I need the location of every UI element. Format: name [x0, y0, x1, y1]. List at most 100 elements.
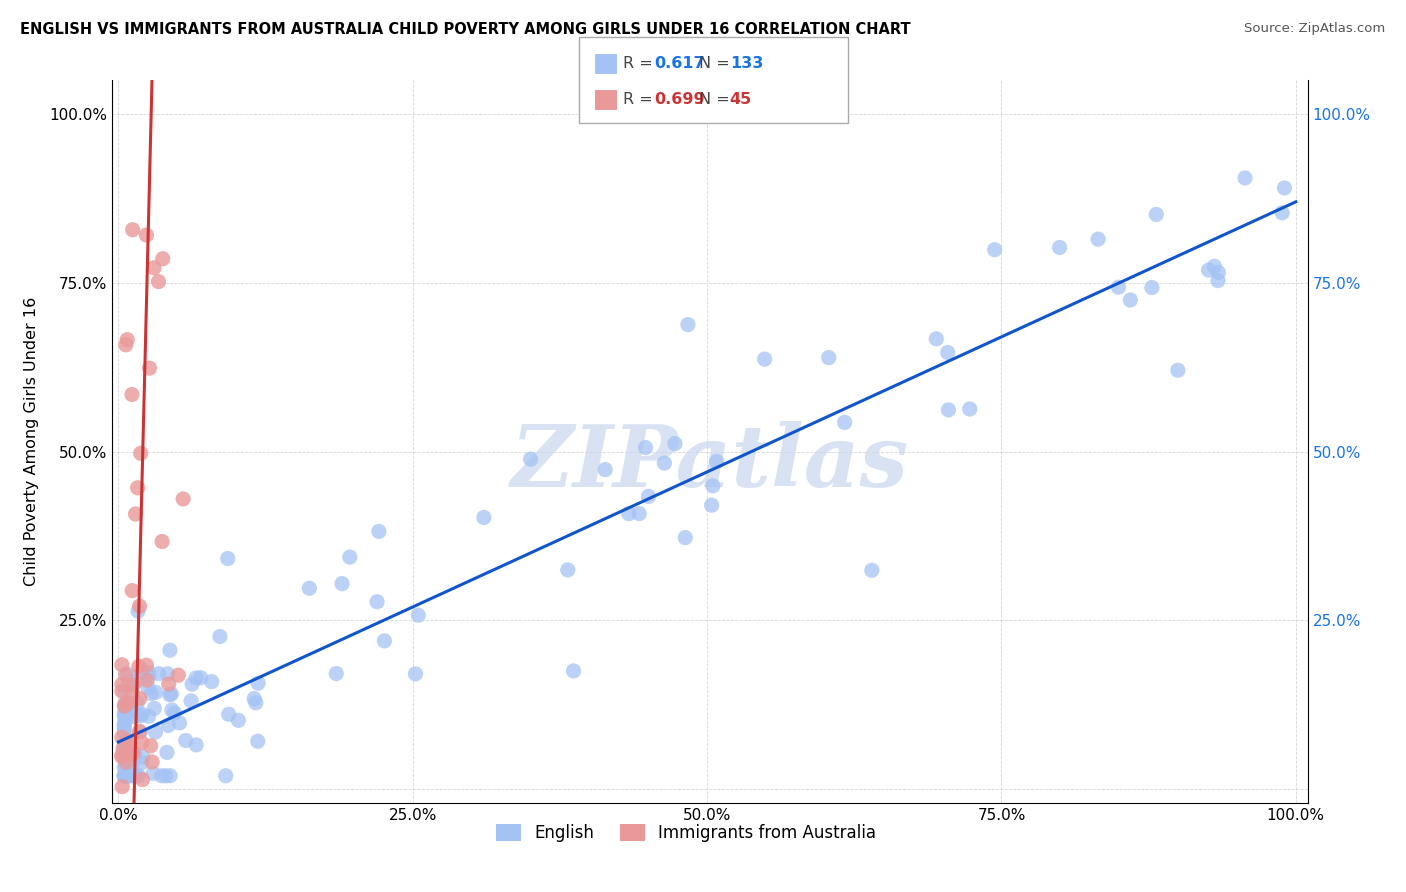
- Point: [117, 735, 139, 749]
- Point: [122, 769, 145, 783]
- Point: [152, 252, 174, 266]
- Point: [122, 710, 145, 724]
- Point: [124, 507, 146, 521]
- Point: [247, 676, 270, 690]
- Point: [1234, 171, 1257, 186]
- Point: [115, 706, 138, 721]
- Point: [111, 677, 134, 691]
- Point: [125, 674, 148, 689]
- Point: [180, 694, 202, 708]
- Point: [131, 772, 153, 787]
- Point: [112, 769, 135, 783]
- Point: [112, 716, 135, 731]
- Point: [156, 666, 179, 681]
- Point: [702, 479, 724, 493]
- Point: [135, 227, 157, 242]
- Point: [367, 524, 389, 539]
- Point: [150, 534, 173, 549]
- Point: [700, 498, 723, 512]
- Point: [1087, 232, 1109, 246]
- Point: [135, 658, 157, 673]
- Point: [159, 643, 181, 657]
- Point: [1198, 263, 1220, 277]
- Point: [118, 697, 141, 711]
- Point: [114, 697, 136, 711]
- Point: [167, 668, 190, 682]
- Point: [115, 769, 138, 783]
- Point: [218, 707, 240, 722]
- Point: [118, 734, 141, 748]
- Point: [673, 531, 696, 545]
- Point: [127, 604, 149, 618]
- Point: [628, 507, 651, 521]
- Point: [834, 415, 856, 429]
- Point: [112, 744, 135, 758]
- Point: [129, 446, 152, 460]
- Point: [169, 715, 191, 730]
- Point: [245, 696, 267, 710]
- Point: [860, 563, 883, 577]
- Text: R =: R =: [623, 56, 658, 70]
- Text: Source: ZipAtlas.com: Source: ZipAtlas.com: [1244, 22, 1385, 36]
- Point: [122, 769, 145, 783]
- Legend: English, Immigrants from Australia: English, Immigrants from Australia: [489, 817, 883, 848]
- Point: [112, 719, 135, 733]
- Point: [121, 223, 143, 237]
- Point: [1140, 280, 1163, 294]
- Point: [112, 685, 135, 699]
- Text: 45: 45: [730, 93, 752, 107]
- Point: [117, 667, 139, 681]
- Point: [112, 735, 135, 749]
- Point: [112, 706, 135, 721]
- Point: [817, 351, 839, 365]
- Point: [754, 352, 776, 367]
- Point: [1108, 280, 1130, 294]
- Point: [114, 758, 136, 772]
- Point: [136, 681, 159, 695]
- Point: [160, 687, 183, 701]
- Point: [190, 671, 212, 685]
- Point: [150, 769, 173, 783]
- Point: [562, 664, 585, 678]
- Point: [114, 712, 136, 726]
- Point: [366, 595, 388, 609]
- Point: [938, 403, 960, 417]
- Point: [121, 757, 143, 772]
- Point: [112, 761, 135, 775]
- Point: [1144, 207, 1167, 221]
- Point: [163, 706, 186, 720]
- Point: [472, 510, 495, 524]
- Point: [959, 402, 981, 417]
- Point: [118, 747, 141, 761]
- Point: [148, 275, 170, 289]
- Point: [1204, 260, 1226, 274]
- Point: [664, 436, 686, 450]
- Point: [122, 678, 145, 692]
- Point: [112, 741, 135, 756]
- Text: 0.699: 0.699: [654, 93, 704, 107]
- Point: [557, 563, 579, 577]
- Point: [127, 769, 149, 783]
- Point: [128, 659, 150, 673]
- Point: [112, 769, 135, 783]
- Point: [142, 766, 165, 780]
- Point: [1271, 206, 1294, 220]
- Point: [128, 691, 150, 706]
- Point: [122, 746, 145, 760]
- Point: [706, 454, 728, 468]
- Point: [141, 755, 163, 769]
- Point: [121, 687, 143, 701]
- Point: [654, 456, 676, 470]
- Point: [112, 746, 135, 760]
- Point: [174, 733, 197, 747]
- Point: [186, 738, 208, 752]
- Point: [181, 677, 204, 691]
- Point: [593, 462, 616, 476]
- Text: N =: N =: [699, 56, 735, 70]
- Point: [112, 725, 135, 739]
- Point: [129, 725, 152, 739]
- Point: [1119, 293, 1142, 307]
- Point: [1206, 274, 1229, 288]
- Point: [1208, 266, 1230, 280]
- Point: [617, 507, 640, 521]
